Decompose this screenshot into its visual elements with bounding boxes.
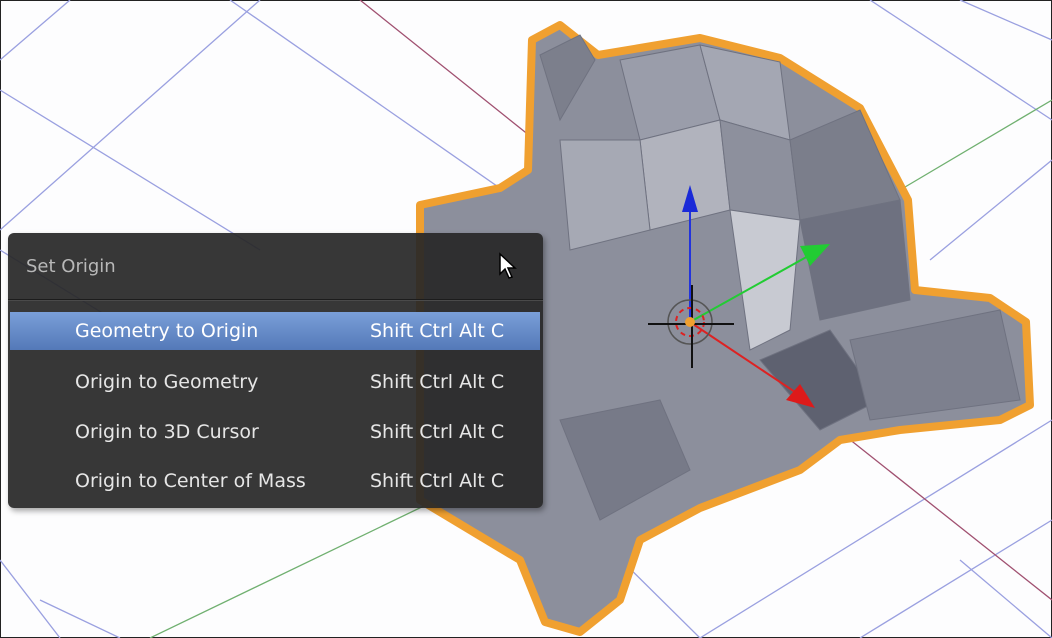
menu-item-label: Origin to 3D Cursor	[75, 421, 259, 443]
menu-item-shortcut: Shift Ctrl Alt C	[370, 421, 505, 443]
menu-item-shortcut: Shift Ctrl Alt C	[370, 320, 505, 342]
menu-item-shortcut: Shift Ctrl Alt C	[370, 371, 505, 393]
menu-item-label: Origin to Geometry	[75, 371, 259, 393]
y-axis-line	[899, 99, 1052, 191]
menu-item-shortcut: Shift Ctrl Alt C	[370, 470, 505, 492]
menu-item[interactable]: Origin to Center of Mass Shift Ctrl Alt …	[10, 462, 540, 500]
menu-item[interactable]: Geometry to Origin Shift Ctrl Alt C	[10, 312, 540, 350]
set-origin-menu: Set Origin Geometry to Origin Shift Ctrl…	[8, 233, 543, 508]
mesh-facets	[539, 34, 1021, 521]
menu-item-label: Geometry to Origin	[75, 320, 259, 342]
transform-gizmo	[648, 185, 830, 408]
menu-item-label: Origin to Center of Mass	[75, 470, 306, 492]
menu-separator	[8, 299, 543, 301]
mouse-cursor	[499, 252, 517, 279]
menu-title: Set Origin	[26, 256, 116, 277]
menu-item[interactable]: Origin to Geometry Shift Ctrl Alt C	[10, 363, 540, 401]
menu-item[interactable]: Origin to 3D Cursor Shift Ctrl Alt C	[10, 413, 540, 451]
